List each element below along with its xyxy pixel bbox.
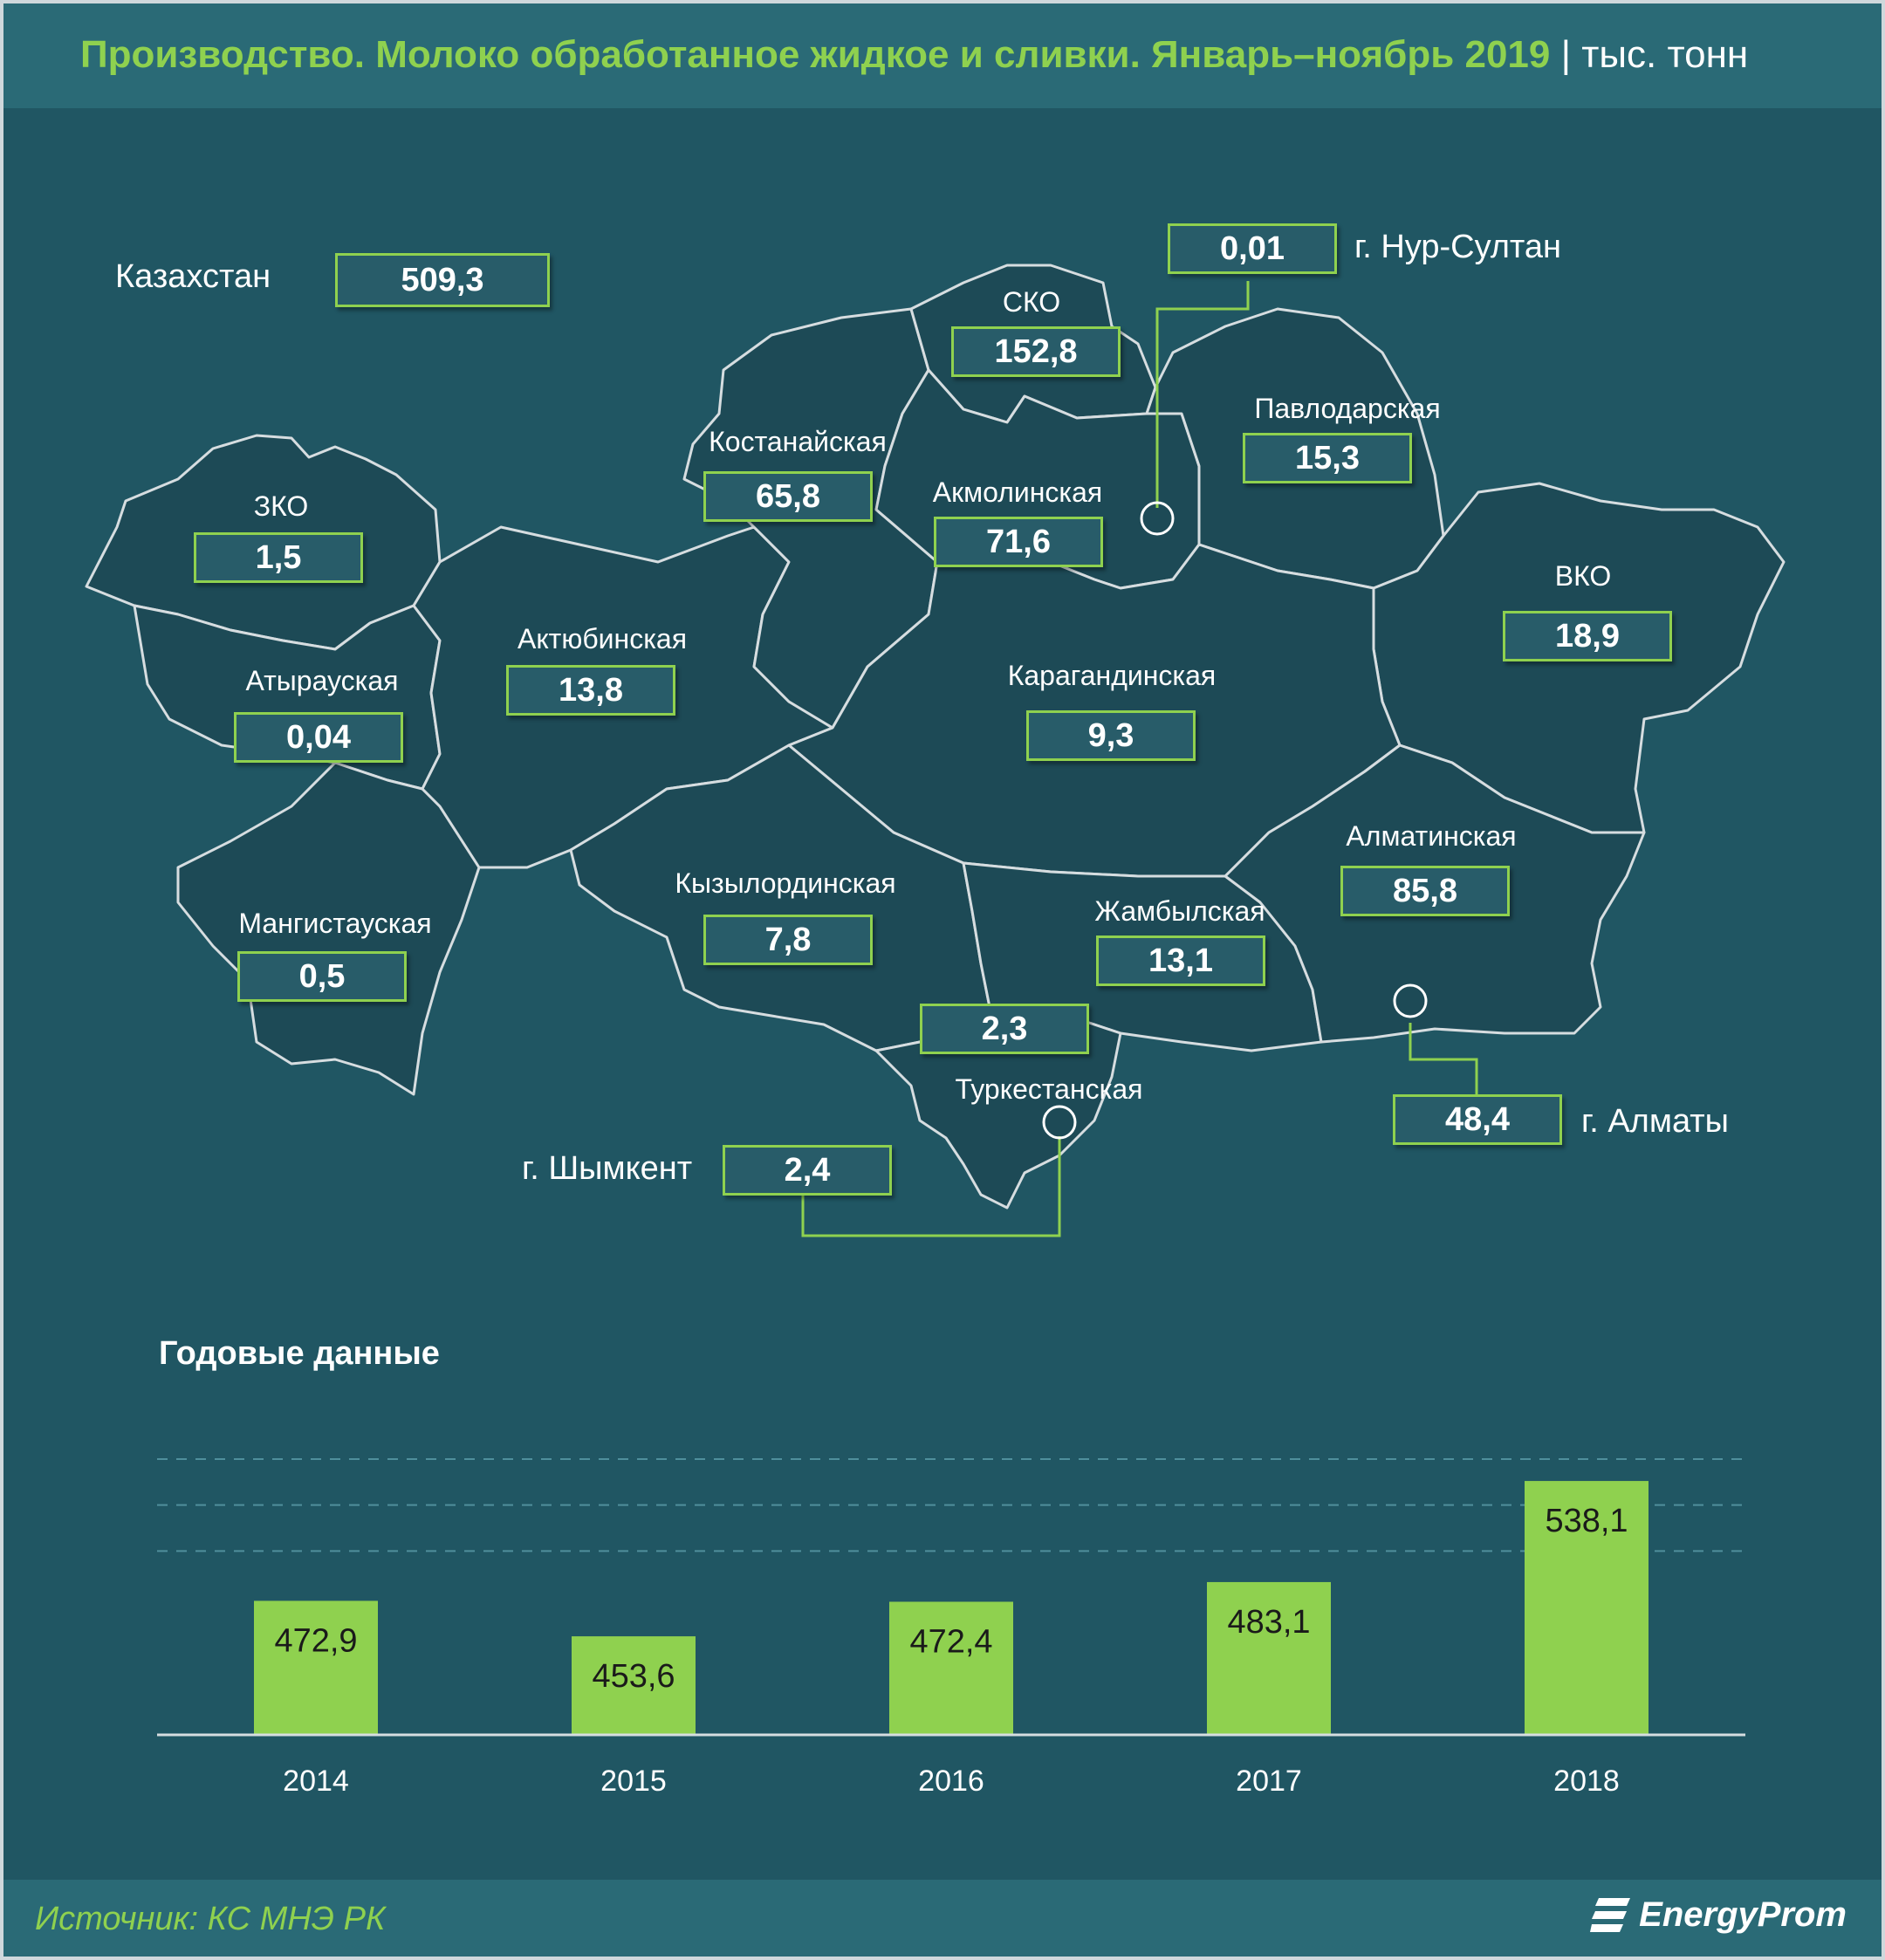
connector-nur-sultan [1155,281,1250,508]
region-label-turkestan: Туркестанская [955,1073,1143,1105]
region-value-kyzylorda: 7,8 [703,915,873,965]
region-value-sko: 152,8 [951,326,1121,377]
x-tick-label: 2015 [600,1765,667,1798]
city-label-almaty: г. Алматы [1581,1103,1729,1140]
kazakhstan-map [85,264,1786,1237]
region-value-mangistau: 0,5 [237,951,407,1002]
header-bar: Производство. Молоко обработанное жидкое… [3,3,1882,108]
city-label-shymkent: г. Шымкент [522,1150,693,1187]
region-value-kostanay: 65,8 [703,471,873,522]
connector-almaty [1409,1023,1478,1094]
x-tick-label: 2017 [1236,1765,1302,1798]
connector-shymkent [801,1136,1061,1237]
region-label-aktobe: Актюбинская [517,623,688,654]
page-title: Производство. Молоко обработанное жидкое… [80,33,1748,77]
title-text: Производство. Молоко обработанное жидкое… [80,33,1551,76]
region-label-almaty: Алматинская [1346,820,1517,852]
almaty-marker [1393,983,1428,1018]
region-value-karaganda: 9,3 [1026,710,1196,761]
infographic-frame: Производство. Молоко обработанное жидкое… [3,3,1882,1957]
region-label-karaganda: Карагандинская [1007,660,1217,691]
region-label-zhambyl: Жамбылская [1094,895,1265,927]
bar-value-label: 453,6 [592,1658,675,1695]
region-label-sko: СКО [1002,286,1061,318]
city-label-nur-sultan: г. Нур-Султан [1354,229,1562,265]
city-value-shymkent: 2,4 [723,1145,892,1196]
brand-name: EnergyProm [1639,1895,1847,1934]
region-value-almaty: 85,8 [1340,866,1510,916]
region-value-zko: 1,5 [194,532,363,583]
bar [1525,1481,1649,1735]
bar [572,1636,696,1735]
shymkent-marker [1042,1105,1077,1140]
region-value-atyrau: 0,04 [234,712,403,763]
brand-logo: EnergyProm [1590,1895,1847,1935]
region-label-pavlodar: Павлодарская [1254,393,1441,424]
footer-bar: Источник: КС МНЭ РК EnergyProm [3,1880,1882,1957]
unit-label: | тыс. тонн [1560,33,1749,76]
region-label-mangistau: Мангистауская [238,908,432,939]
region-value-vko: 18,9 [1503,611,1672,661]
region-value-aktobe: 13,8 [506,665,675,716]
region-value-pavlodar: 15,3 [1243,433,1412,483]
region-label-vko: ВКО [1554,560,1612,592]
bar-value-label: 472,4 [909,1623,992,1660]
annual-bar-chart: 472,9 2014 453,6 2015 472,4 2016 483,1 2017 538,… [157,1458,1745,1798]
energyprom-logo-icon [1590,1897,1631,1932]
bar-value-label: 483,1 [1227,1604,1310,1641]
source-text: Источник: КС МНЭ РК [35,1901,386,1937]
annual-chart-title: Годовые данные [159,1335,440,1372]
region-label-atyrau: Атырауская [245,665,399,696]
x-tick-label: 2014 [283,1765,349,1798]
kazakhstan-label: Казахстан [115,258,271,295]
region-value-akmola: 71,6 [934,517,1103,567]
region-label-kostanay: Костанайская [709,426,887,457]
bar [1207,1581,1331,1735]
region-label-akmola: Акмолинская [932,476,1103,508]
x-tick-label: 2016 [918,1765,984,1798]
bar-value-label: 472,9 [274,1622,357,1659]
region-label-kyzylorda: Кызылординская [675,867,896,899]
kazakhstan-value-box: 509,3 [335,253,550,307]
region-value-zhambyl: 13,1 [1096,935,1265,986]
bar [254,1600,378,1735]
region-value-turkestan: 2,3 [920,1004,1089,1054]
region-label-zko: ЗКО [253,490,309,522]
city-value-nur-sultan: 0,01 [1168,223,1337,274]
city-value-almaty: 48,4 [1393,1094,1562,1145]
x-tick-label: 2018 [1553,1765,1620,1798]
bar [889,1601,1013,1735]
nur-sultan-marker [1140,501,1175,536]
bar-value-label: 538,1 [1545,1503,1628,1539]
